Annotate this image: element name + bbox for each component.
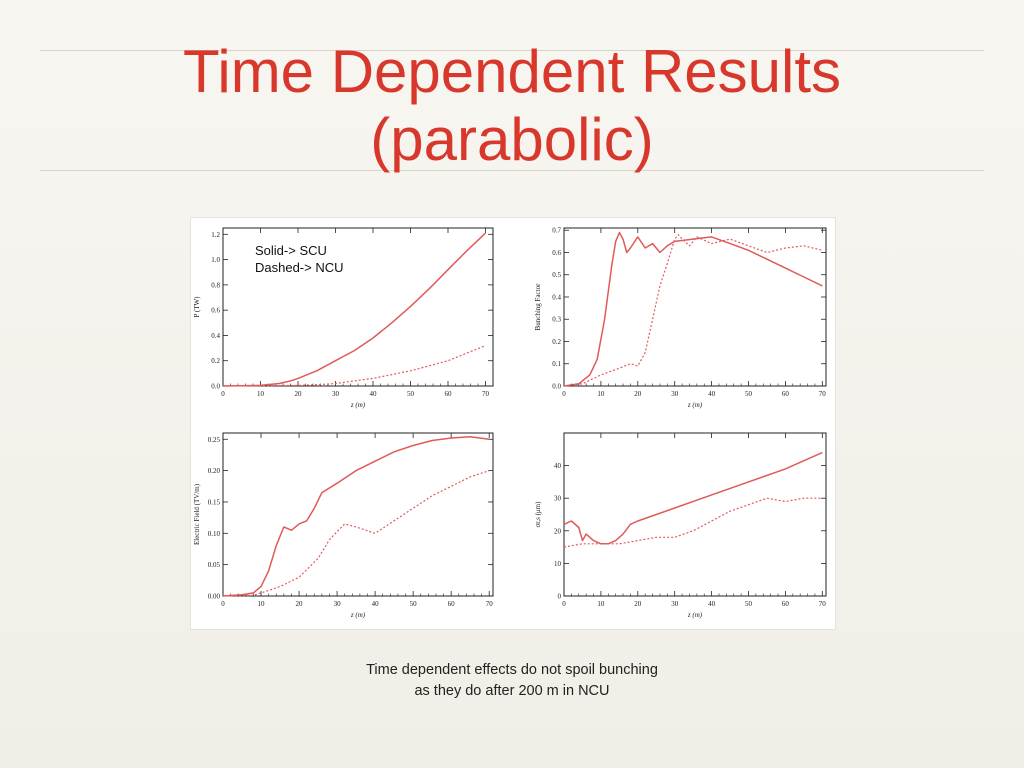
- x-axis-label: z (m): [350, 611, 366, 619]
- x-tick-label: 30: [334, 600, 342, 608]
- x-tick-label: 30: [671, 390, 679, 398]
- y-tick-label: 0.25: [208, 436, 221, 444]
- chart-grid-figure: 0 10 20 30 40 50 60 70 0.0 0.2 0.4 0.6 0.8 1.0 1.2 z (m…: [193, 227, 827, 619]
- plot-frame: [563, 432, 827, 597]
- x-tick-label: 20: [634, 390, 642, 398]
- x-tick-label: 10: [258, 600, 266, 608]
- legend-entry: Solid-> SCU: [255, 243, 327, 258]
- x-tick-label: 70: [482, 390, 490, 398]
- y-tick-label: 0.00: [208, 593, 221, 601]
- x-axis-label: z (m): [687, 611, 703, 619]
- x-tick-label: 20: [634, 600, 642, 608]
- y-axis-label: P (TW): [193, 296, 201, 318]
- y-axis-label: Bunching Factor: [534, 283, 542, 331]
- y-axis-label: Electric Field (TV/m): [193, 483, 201, 545]
- bottom-divider-line: [40, 170, 984, 171]
- series-dashed-line: [563, 497, 823, 548]
- x-tick-label: 10: [257, 390, 265, 398]
- slide-title: Time Dependent Results (parabolic): [0, 38, 1024, 174]
- x-tick-label: 40: [370, 390, 378, 398]
- y-tick-label: 40: [554, 462, 562, 470]
- y-tick-label: 0.5: [552, 271, 561, 279]
- plot-frame: [563, 227, 827, 387]
- x-tick-label: 20: [295, 390, 303, 398]
- x-tick-label: 0: [562, 600, 566, 608]
- y-tick-label: 0.15: [208, 498, 221, 506]
- series-dashed-line: [222, 345, 486, 387]
- legend-entry: Dashed-> NCU: [255, 260, 344, 275]
- figure-panel: 0 10 20 30 40 50 60 70 0.0 0.2 0.4 0.6 0.8 1.0 1.2 z (m…: [190, 217, 836, 630]
- y-tick-label: 0.7: [552, 227, 561, 235]
- y-tick-label: 0.1: [552, 360, 561, 368]
- x-tick-label: 20: [296, 600, 304, 608]
- y-tick-label: 0.20: [208, 467, 221, 475]
- x-tick-label: 60: [782, 600, 790, 608]
- series-solid-line: [222, 232, 487, 387]
- y-tick-label: 1.0: [211, 256, 220, 264]
- series-dashed-line: [222, 470, 490, 597]
- x-tick-label: 10: [597, 390, 605, 398]
- x-tick-label: 70: [486, 600, 494, 608]
- caption-line1: Time dependent effects do not spoil bunc…: [366, 662, 658, 678]
- series-dashed-line: [563, 234, 823, 387]
- x-axis-label: z (m): [350, 401, 366, 409]
- x-tick-label: 60: [782, 390, 790, 398]
- y-tick-label: 0: [558, 593, 562, 601]
- y-axis-label: σr,s (μm): [534, 501, 542, 528]
- y-tick-label: 0.4: [211, 332, 220, 340]
- x-tick-label: 0: [221, 390, 225, 398]
- y-tick-label: 10: [554, 560, 562, 568]
- x-tick-label: 40: [708, 600, 716, 608]
- y-tick-label: 0.0: [211, 383, 220, 391]
- x-axis-label: z (m): [687, 401, 703, 409]
- x-tick-label: 30: [332, 390, 340, 398]
- series-solid-line: [222, 436, 490, 597]
- x-tick-label: 40: [372, 600, 380, 608]
- x-tick-label: 30: [671, 600, 679, 608]
- y-tick-label: 0.6: [211, 307, 220, 315]
- chart-panel-1: 0 10 20 30 40 50 60 70 0.0 0.2 0.4 0.6 0.8 1.0 1.2 z (m…: [193, 227, 494, 409]
- y-tick-label: 0.10: [208, 530, 221, 538]
- y-tick-label: 0.8: [211, 281, 220, 289]
- y-tick-label: 0.6: [552, 249, 561, 257]
- plot-frame: [222, 432, 494, 597]
- x-tick-label: 50: [745, 390, 753, 398]
- x-tick-label: 60: [448, 600, 456, 608]
- x-tick-label: 50: [410, 600, 418, 608]
- x-tick-label: 50: [407, 390, 415, 398]
- top-divider-line: [40, 50, 984, 51]
- series-solid-line: [563, 451, 823, 545]
- y-tick-label: 0.2: [211, 357, 220, 365]
- y-tick-label: 0.3: [552, 316, 561, 324]
- y-tick-label: 0.05: [208, 561, 221, 569]
- y-tick-label: 30: [554, 495, 562, 503]
- slide-caption: Time dependent effects do not spoil bunc…: [0, 660, 1024, 702]
- x-tick-label: 70: [819, 390, 827, 398]
- chart-panel-3: 0 10 20 30 40 50 60 70 0.00 0.05 0.10 0.15 0.20 0.25 z…: [193, 432, 494, 619]
- slide-title-line1: Time Dependent Results: [182, 38, 842, 105]
- chart-panel-2: 0 10 20 30 40 50 60 70 0.0 0.1 0.2 0.3 0.4 0.5 0.6 0.7 z…: [534, 227, 827, 409]
- y-tick-label: 20: [554, 527, 562, 535]
- caption-line2: as they do after 200 m in NCU: [414, 683, 610, 699]
- series-solid-line: [563, 231, 823, 387]
- x-tick-label: 0: [562, 390, 566, 398]
- y-tick-label: 0.2: [552, 338, 561, 346]
- chart-panel-4: 0 10 20 30 40 50 60 70 0 10 20 30 40 z (m) σr,s (μm): [534, 432, 827, 619]
- x-tick-label: 0: [221, 600, 225, 608]
- slide-title-line2: (parabolic): [370, 106, 654, 173]
- x-tick-label: 60: [445, 390, 453, 398]
- x-tick-label: 70: [819, 600, 827, 608]
- y-tick-label: 0.0: [552, 383, 561, 391]
- x-tick-label: 10: [597, 600, 605, 608]
- y-tick-label: 0.4: [552, 293, 561, 301]
- y-tick-label: 1.2: [211, 231, 220, 239]
- x-tick-label: 40: [708, 390, 716, 398]
- x-tick-label: 50: [745, 600, 753, 608]
